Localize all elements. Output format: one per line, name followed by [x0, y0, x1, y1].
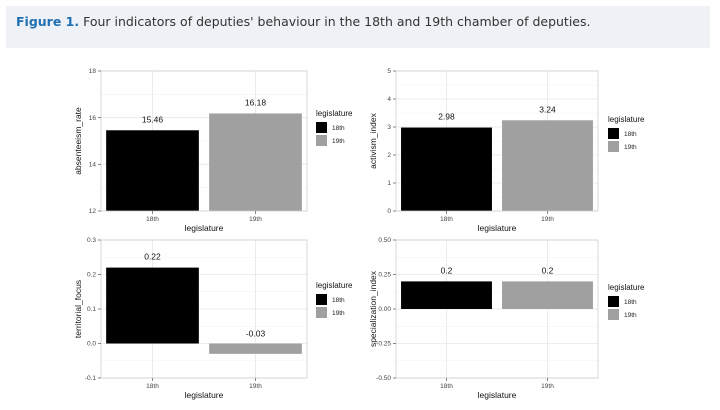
legend-key-18th — [608, 128, 619, 139]
y-tick-label: 3 — [387, 124, 391, 131]
legend-title: legislature — [608, 283, 645, 292]
y-axis-title: territorial_focus — [73, 280, 83, 338]
y-axis-title: absenteeism_rate — [73, 107, 83, 175]
x-tick-label: 18th — [440, 216, 453, 223]
bar-18th — [401, 281, 492, 309]
bar-18th — [106, 130, 199, 211]
y-tick-label: 0.0 — [87, 341, 96, 348]
y-axis-title: activism_index — [368, 112, 378, 168]
y-tick-label: 18 — [89, 68, 97, 75]
data-label: 0.2 — [441, 265, 453, 275]
x-axis-title: legislature — [185, 223, 224, 233]
legend-entry-label: 19th — [332, 138, 345, 145]
bar-19th — [209, 113, 302, 211]
data-label: 15.46 — [142, 114, 164, 124]
bar-19th — [502, 120, 593, 211]
data-label: 3.24 — [539, 104, 556, 114]
x-axis-title: legislature — [478, 390, 517, 400]
caption-band — [6, 6, 710, 48]
legend: legislature 18th 19th — [316, 281, 353, 318]
data-label: 0.2 — [542, 265, 554, 275]
y-axis-title: specialization_index — [368, 270, 378, 347]
caption-text: Four indicators of deputies' behaviour i… — [83, 14, 591, 29]
figure-label: Figure 1. — [16, 14, 80, 29]
data-label: -0.03 — [246, 329, 266, 339]
x-axis-title: legislature — [478, 223, 517, 233]
y-tick-label: 0.00 — [378, 306, 391, 313]
legend: legislature 18th 19th — [316, 109, 353, 146]
legend-key-19th — [608, 309, 619, 320]
legend-entry-label: 18th — [624, 131, 637, 138]
x-tick-label: 19th — [541, 383, 554, 390]
legend-entry-label: 18th — [624, 299, 637, 306]
legend: legislature 18th 19th — [608, 115, 645, 152]
x-tick-label: 18th — [146, 216, 159, 223]
y-tick-label: 0.25 — [378, 272, 391, 279]
y-tick-label: 5 — [387, 68, 391, 75]
y-tick-label: 0.50 — [378, 237, 391, 244]
data-label: 0.22 — [144, 252, 161, 262]
bar-19th — [209, 343, 302, 354]
y-tick-label: 4 — [387, 96, 391, 103]
bar-18th — [106, 267, 199, 344]
legend-title: legislature — [316, 109, 353, 118]
legend-entry-label: 18th — [332, 297, 345, 304]
panel-border — [395, 70, 599, 212]
legend-entry-label: 19th — [332, 310, 345, 317]
chart-panel-2: 2.98 3.24 0 1 2 3 4 5 18th 19th legislature activis… — [368, 68, 645, 233]
legend-title: legislature — [608, 115, 645, 124]
x-tick-label: 18th — [146, 383, 159, 390]
y-tick-label: 0.3 — [87, 237, 96, 244]
legend-title: legislature — [316, 281, 353, 290]
bar-19th — [502, 281, 593, 309]
y-tick-label: 12 — [89, 208, 97, 215]
x-tick-label: 19th — [249, 383, 262, 390]
legend-entry-label: 18th — [332, 125, 345, 132]
y-tick-label: 1 — [387, 180, 391, 187]
legend-key-18th — [316, 122, 327, 133]
bar-18th — [401, 127, 492, 211]
data-label: 16.18 — [245, 97, 267, 107]
y-tick-label: 0.1 — [87, 306, 96, 313]
y-tick-label: -0.25 — [376, 341, 391, 348]
x-tick-label: 19th — [541, 216, 554, 223]
legend-key-18th — [608, 296, 619, 307]
legend-entry-label: 19th — [624, 312, 637, 319]
legend-entry-label: 19th — [624, 144, 637, 151]
legend: legislature 18th 19th — [608, 283, 645, 320]
y-tick-label: -0.1 — [85, 375, 97, 382]
x-axis-title: legislature — [185, 390, 224, 400]
panel-border — [100, 70, 308, 212]
legend-key-19th — [608, 141, 619, 152]
y-tick-label: 16 — [89, 115, 97, 122]
y-tick-label: 2 — [387, 152, 391, 159]
legend-key-19th — [316, 307, 327, 318]
y-tick-label: -0.50 — [376, 375, 391, 382]
y-tick-label: 14 — [89, 162, 97, 169]
legend-key-19th — [316, 135, 327, 146]
chart-panel-1: 15.46 16.18 12 14 16 18 18th 19th legislature abs… — [73, 68, 353, 233]
y-tick-label: 0 — [387, 208, 391, 215]
data-label: 2.98 — [438, 112, 455, 122]
figure-caption: Figure 1. Four indicators of deputies' b… — [16, 14, 590, 29]
x-tick-label: 19th — [249, 216, 262, 223]
y-tick-label: 0.2 — [87, 272, 96, 279]
legend-key-18th — [316, 294, 327, 305]
x-tick-label: 18th — [440, 383, 453, 390]
